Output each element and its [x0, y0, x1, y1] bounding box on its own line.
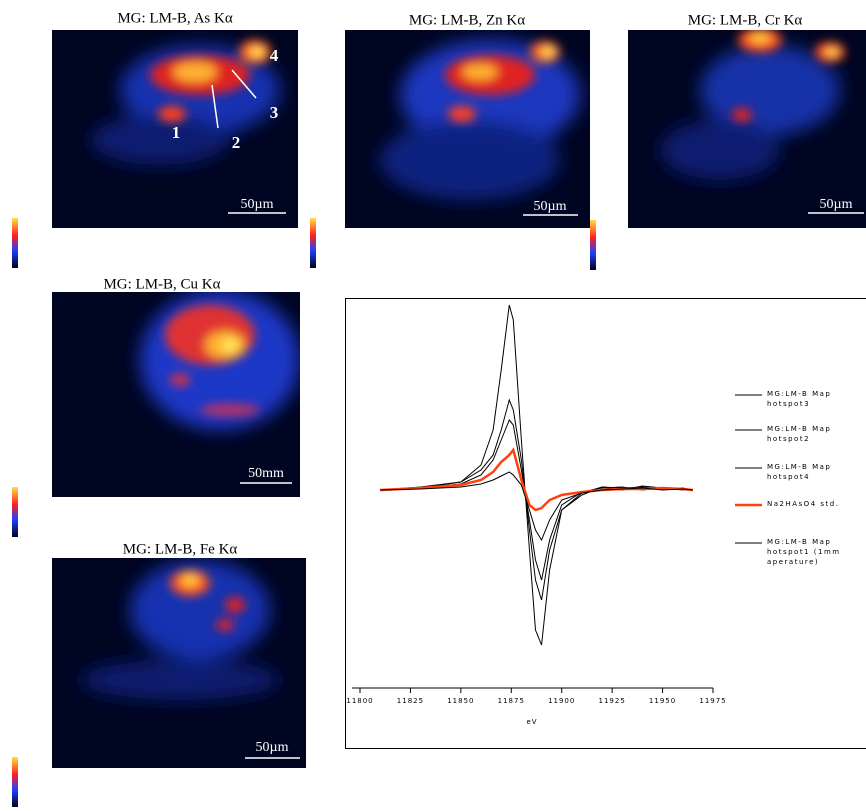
x-tick-label: 11975: [699, 697, 726, 705]
scale-label: 50µm: [256, 740, 289, 755]
map-title: MG: LM-B, Cr Kα: [688, 12, 803, 28]
scale-label: 50µm: [820, 197, 853, 212]
scale-label: 50µm: [534, 199, 567, 214]
heatmap: [52, 292, 300, 497]
hotspot-label: 3: [270, 103, 279, 122]
legend-label: MG:LM-B Map hotspot3: [767, 390, 832, 408]
heatmap: [52, 558, 306, 768]
legend-label: MG:LM-B Map hotspot4: [767, 463, 832, 481]
x-tick-label: 11900: [548, 697, 575, 705]
series-line: [380, 398, 693, 601]
x-tick-label: 11800: [346, 697, 373, 705]
map-title: MG: LM-B, Zn Kα: [409, 12, 525, 28]
hotspot-label: 2: [232, 133, 241, 152]
chart-frame: [345, 298, 866, 749]
map-title: MG: LM-B, Fe Kα: [123, 541, 238, 557]
scale-label: 50µm: [241, 197, 274, 212]
x-tick-label: 11950: [649, 697, 676, 705]
x-tick-label: 11875: [498, 697, 525, 705]
plot: 11800 11825 11850 11875 11900 11925 11950 11975: [346, 304, 762, 705]
series-line: [380, 471, 693, 542]
x-tick-label: 11850: [447, 697, 474, 705]
map-title: MG: LM-B, As Kα: [117, 10, 233, 26]
legend-label: MG:LM-B Map hotspot1 (1mm aperature): [767, 538, 841, 566]
map-title: MG: LM-B, Cu Kα: [103, 276, 220, 292]
scale-label: 50mm: [248, 466, 284, 481]
heatmap: [628, 30, 866, 228]
legend-label: Na2HAsO4 std.: [767, 500, 840, 508]
legend-label: MG:LM-B Map hotspot2: [767, 425, 832, 443]
x-tick-label: 11825: [397, 697, 424, 705]
hotspot-label: 1: [172, 123, 181, 142]
heatmap: [345, 30, 590, 228]
hotspot-label: 4: [270, 46, 279, 65]
x-tick-label: 11925: [599, 697, 626, 705]
x-axis-label: eV: [526, 718, 537, 726]
series-line: [380, 447, 693, 512]
heatmap: [52, 30, 298, 228]
